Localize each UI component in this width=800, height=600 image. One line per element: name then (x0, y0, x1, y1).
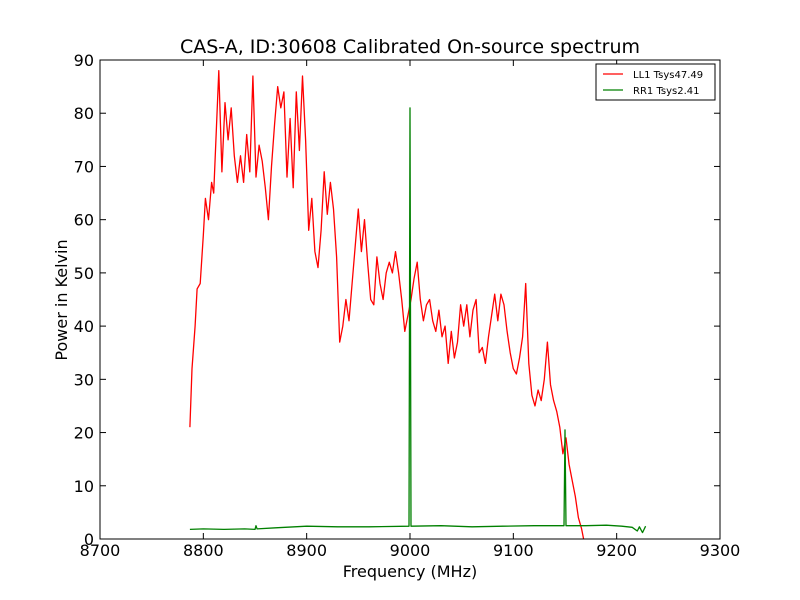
legend-box (595, 63, 716, 101)
y-tick-label-1: 10 (74, 477, 94, 496)
x-tick-label-2: 8900 (286, 541, 327, 560)
y-tick-label-8: 80 (74, 104, 94, 123)
legend-label-rr1: RR1 Tsys2.41 (633, 86, 700, 97)
y-tick-label-3: 30 (74, 370, 94, 389)
y-tick-label-5: 50 (74, 264, 94, 283)
y-tick-label-2: 20 (74, 424, 94, 443)
x-tick-label-5: 9200 (596, 541, 637, 560)
x-tick-label-1: 8800 (183, 541, 224, 560)
series-line-1 (189, 107, 647, 534)
y-tick-label-0: 0 (84, 530, 94, 549)
x-axis-label: Frequency (MHz) (343, 562, 477, 581)
chart-title: CAS-A, ID:30608 Calibrated On-source spe… (180, 36, 640, 58)
y-tick-label-7: 70 (74, 157, 94, 176)
y-axis-label: Power in Kelvin (52, 239, 71, 360)
x-tick-label-3: 9000 (390, 541, 431, 560)
x-tick-label-6: 9300 (700, 541, 741, 560)
y-tick-label-9: 90 (74, 51, 94, 70)
tick-layer: 8700 8800 8900 9000 9100 9200 9300 0 10 20 30 40 50 6… (74, 51, 741, 560)
series-layer (189, 69, 647, 540)
legend-label-ll1: LL1 Tsys47.49 (633, 70, 703, 81)
x-tick-label-0: 8700 (80, 541, 121, 560)
x-tick-label-4: 9100 (493, 541, 534, 560)
legend: LL1 Tsys47.49 RR1 Tsys2.41 (595, 63, 716, 101)
y-tick-label-4: 40 (74, 317, 94, 336)
y-tick-label-6: 60 (74, 211, 94, 230)
series-line-0 (189, 69, 585, 540)
